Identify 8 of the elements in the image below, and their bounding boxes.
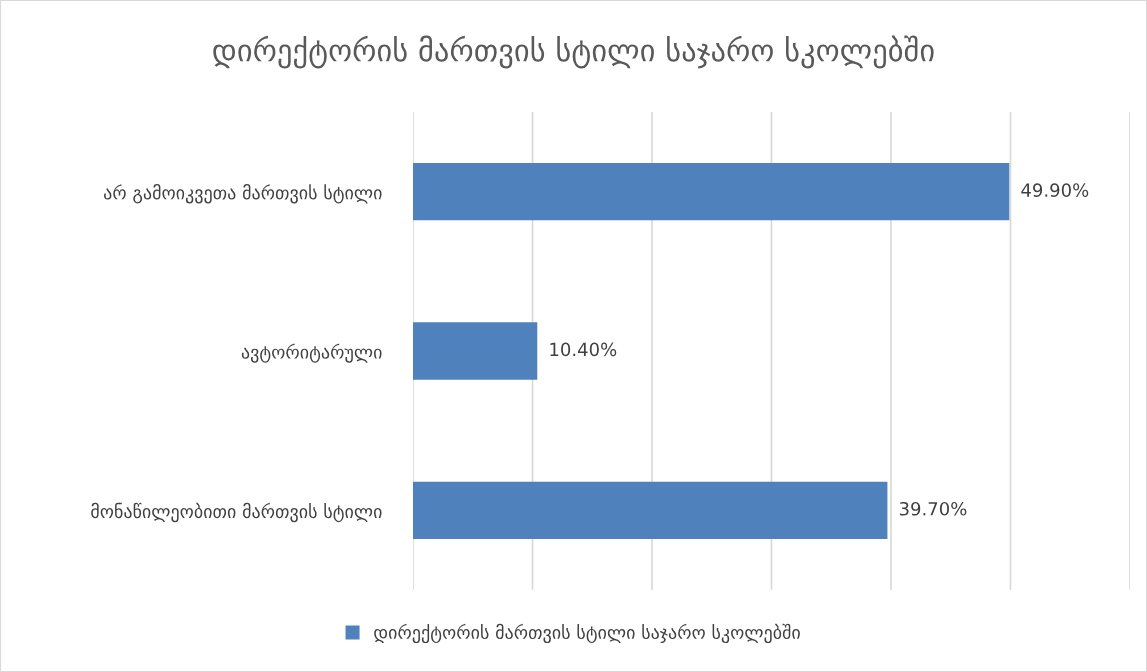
data-label: 10.40%: [550, 342, 617, 357]
data-label: 49.90%: [1021, 183, 1089, 197]
legend-label: დირექტორის მართვის სტილი საჯარო სკოლებში: [374, 623, 800, 644]
y-tick-label: არ გამოიკვეთა მართვის სტილი: [104, 184, 382, 204]
data-label: 39.70%: [899, 501, 967, 516]
chart-title: დირექტორის მართვის სტილი საჯარო სკოლებში: [213, 35, 934, 69]
y-tick-label: მონაწილეობითი მართვის სტილი: [91, 502, 382, 523]
y-tick-label: ავტორიტარული: [241, 343, 382, 363]
